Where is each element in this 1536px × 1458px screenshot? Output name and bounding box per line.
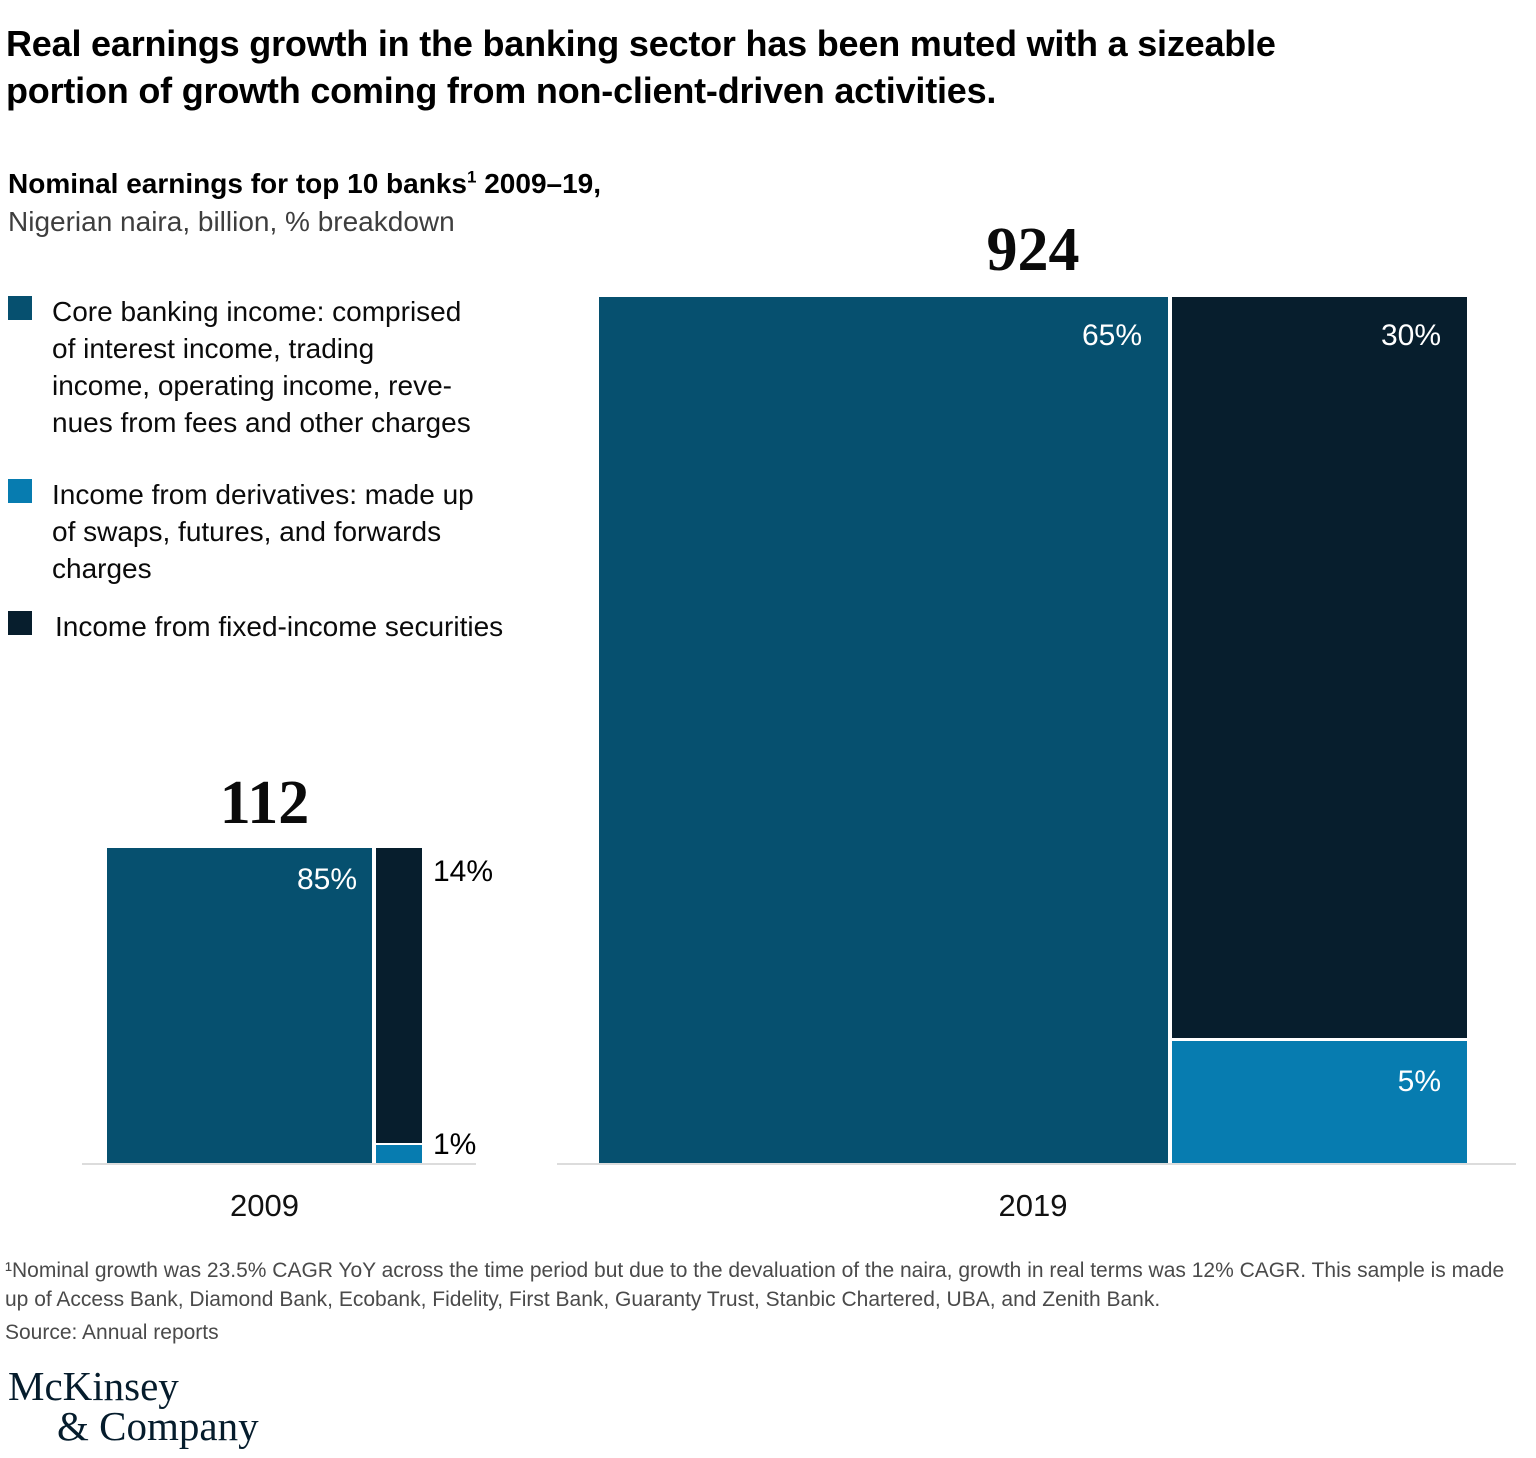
logo-line-2: & Company (57, 1403, 259, 1449)
page-title: Real earnings growth in the banking sect… (6, 23, 1276, 111)
total-label-2009: 112 (219, 769, 310, 837)
legend-label-derivatives: Income from derivatives: made up of swap… (52, 479, 474, 584)
legend-swatch-core-icon (8, 296, 32, 320)
chart-title-text: Nominal earnings for top 10 banks (8, 168, 467, 199)
total-label-2019: 924 (986, 216, 1080, 284)
bar-2019-derivatives: 5% (1172, 1041, 1467, 1163)
bar-2019-fixed-income: 30% (1172, 297, 1467, 1038)
pct-label-2009-core: 85% (296, 863, 357, 896)
chart-title-range: 2009–19, (476, 168, 602, 199)
pct-label-2009-fixed-income: 14% (433, 855, 494, 888)
pct-label-2019-derivatives: 5% (1397, 1065, 1441, 1098)
bar-2009-fixed-income (376, 848, 422, 1143)
pct-label-2009-derivatives: 1% (433, 1128, 477, 1161)
year-label-2019: 2019 (998, 1188, 1068, 1223)
pct-label-2019-fixed-income: 30% (1380, 319, 1441, 352)
bar-2009-derivatives (376, 1145, 422, 1163)
footnote-marker: 1 (466, 167, 477, 187)
pct-label-2019-core: 65% (1081, 319, 1142, 352)
footnote: ¹Nominal growth was 23.5% CAGR YoY acros… (5, 1259, 1505, 1311)
axis-line-2019 (557, 1163, 1516, 1165)
legend-label-core: Core banking income: comprised of intere… (52, 296, 471, 438)
mckinsey-logo: McKinsey & Company (8, 1363, 259, 1449)
year-label-2009: 2009 (230, 1188, 299, 1223)
legend-label-fixed-income: Income from fixed-income securities (55, 611, 504, 642)
source-line: Source: Annual reports (5, 1321, 219, 1344)
legend-swatch-fixed-income-icon (8, 611, 32, 635)
axis-line-2009 (82, 1163, 476, 1165)
legend-swatch-derivatives-icon (8, 479, 32, 503)
bar-2009-core: 85% (107, 848, 372, 1163)
chart-unit-label: Nigerian naira, billion, % breakdown (8, 206, 455, 237)
chart-title: Nominal earnings for top 10 banks1 2009–… (8, 168, 601, 200)
bar-2019-core: 65% (599, 297, 1168, 1163)
logo-line-1: McKinsey (8, 1363, 179, 1409)
